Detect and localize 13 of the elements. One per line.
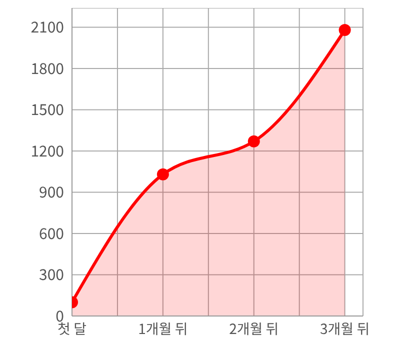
point	[338, 24, 351, 36]
y-tick-label: 600	[39, 222, 64, 244]
point	[156, 168, 169, 180]
y-tick-label: 1500	[30, 99, 64, 120]
y-tick-label: 2100	[30, 16, 64, 38]
point	[248, 135, 260, 148]
y-tick-label: 1200	[30, 140, 64, 162]
y-tick-label: 300	[39, 264, 64, 286]
y-tick-label: 900	[39, 182, 64, 203]
y-tick-label: 1800	[30, 58, 64, 79]
x-tick-label: 3개월 뒤	[320, 318, 370, 339]
x-tick-label: 2개월 뒤	[229, 318, 279, 339]
x-tick-label: 1개월 뒤	[138, 318, 188, 339]
